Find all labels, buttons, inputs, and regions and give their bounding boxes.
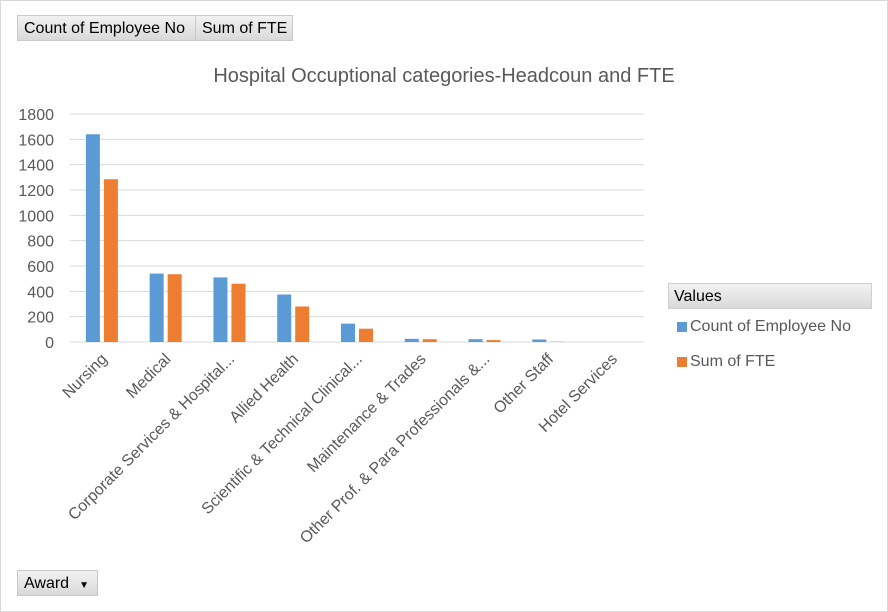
sum-of-fte-button[interactable]: Sum of FTE xyxy=(195,15,293,41)
bar-sum-of-fte xyxy=(167,274,182,342)
bar-sum-of-fte xyxy=(422,339,437,342)
legend-label-count: Count of Employee No xyxy=(690,318,851,335)
y-tick-label: 1000 xyxy=(18,208,54,225)
y-tick-label: 600 xyxy=(27,259,54,276)
y-tick-label: 800 xyxy=(27,234,54,251)
y-tick-label: 1400 xyxy=(18,158,54,175)
legend: Values Count of Employee No Sum of FTE xyxy=(668,283,872,379)
chart-title: Hospital Occuptional categories-Headcoun… xyxy=(213,65,674,87)
legend-title[interactable]: Values xyxy=(668,283,872,309)
legend-swatch-fte xyxy=(677,357,687,367)
legend-swatch-count xyxy=(677,322,687,332)
x-tick-label: Nursing xyxy=(60,351,111,402)
y-tick-label: 1200 xyxy=(18,183,54,200)
bar-count-of-employee-no xyxy=(85,134,100,342)
legend-label-fte: Sum of FTE xyxy=(690,353,776,370)
award-label: Award xyxy=(24,575,70,592)
y-axis: 0 200 400 600 800 1000 1200 1400 1600 1800 xyxy=(18,107,54,352)
bar-sum-of-fte xyxy=(231,283,246,342)
legend-item-count[interactable]: Count of Employee No xyxy=(668,309,872,344)
bar-sum-of-fte xyxy=(295,306,310,342)
bar-count-of-employee-no xyxy=(149,273,164,342)
y-tick-label: 0 xyxy=(45,335,54,352)
bar-sum-of-fte xyxy=(359,328,373,342)
award-filter-button[interactable]: Award ▼ xyxy=(17,570,98,596)
count-of-employee-no-button[interactable]: Count of Employee No xyxy=(17,15,196,41)
y-tick-label: 400 xyxy=(27,284,54,301)
bar-count-of-employee-no xyxy=(213,277,228,342)
gridlines xyxy=(70,113,644,343)
bar-count-of-employee-no xyxy=(341,323,355,342)
bar-sum-of-fte xyxy=(103,179,118,342)
legend-item-fte[interactable]: Sum of FTE xyxy=(668,344,872,379)
bar-count-of-employee-no xyxy=(468,339,483,342)
x-tick-label: Other Staff xyxy=(491,350,558,417)
y-tick-label: 200 xyxy=(27,310,54,327)
y-tick-label: 1800 xyxy=(18,107,54,124)
bar-count-of-employee-no xyxy=(532,339,547,342)
x-tick-label: Medical xyxy=(123,351,174,402)
bar-count-of-employee-no xyxy=(277,294,292,342)
bars xyxy=(85,134,565,342)
dropdown-arrow-icon: ▼ xyxy=(79,580,89,591)
bar-count-of-employee-no xyxy=(404,338,419,342)
x-tick-label: Maintenance & Trades xyxy=(304,351,429,476)
y-tick-label: 1600 xyxy=(18,132,54,149)
bar-sum-of-fte xyxy=(486,340,501,342)
